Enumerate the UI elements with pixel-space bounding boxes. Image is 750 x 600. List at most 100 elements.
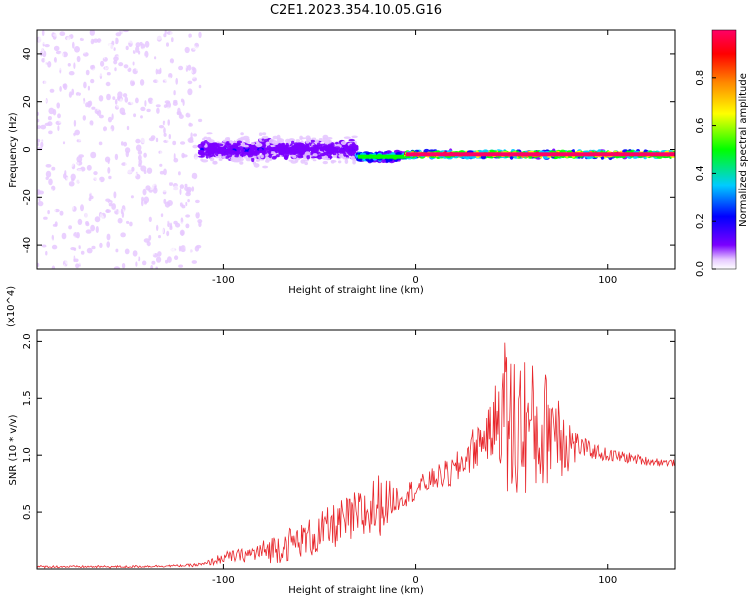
spectrogram-cell xyxy=(114,67,117,72)
spectrogram-cell xyxy=(194,245,200,252)
spectrogram-cell xyxy=(111,260,117,266)
spectrogram-cell xyxy=(41,30,45,36)
spectrogram-cell xyxy=(267,150,272,154)
spectrogram-cell xyxy=(52,143,55,148)
spectrogram-cell xyxy=(111,37,116,42)
spectrogram-cell xyxy=(37,237,43,244)
spectrogram-cell xyxy=(350,146,355,151)
spectrogram-cell xyxy=(180,230,184,236)
spectrogram-cell xyxy=(428,149,435,152)
spectrogram-cell xyxy=(177,125,183,132)
spectrogram-cell xyxy=(107,116,113,123)
spectrogram-cell xyxy=(163,182,167,187)
spectrogram-cell xyxy=(50,61,57,67)
spectrogram-cell xyxy=(198,155,205,158)
spectrogram-cell xyxy=(176,142,180,147)
spectrogram-cell xyxy=(187,72,191,77)
spectrogram-cell xyxy=(146,232,152,236)
spectrogram-cell xyxy=(131,93,138,98)
spectrogram-cell xyxy=(195,207,199,214)
spectrogram-cell xyxy=(129,97,133,104)
spectrogram-cell xyxy=(190,240,194,247)
spectrogram-cell xyxy=(306,155,311,160)
spectrogram-cell xyxy=(293,142,299,147)
spectrogram-cell xyxy=(104,37,110,44)
spectrogram-cell xyxy=(37,201,44,207)
spectrogram-cell xyxy=(42,262,46,268)
spectrogram-cell xyxy=(141,255,146,261)
spectrogram-cell xyxy=(88,197,92,202)
spectrogram-cell xyxy=(37,106,41,110)
spectrogram-cell xyxy=(99,266,104,269)
spectrogram-cell xyxy=(113,217,116,221)
spectrogram-cell xyxy=(208,139,215,144)
spectrogram-cell xyxy=(330,147,335,151)
spectrogram-cell xyxy=(99,200,106,207)
spectrogram-cell xyxy=(85,133,88,138)
spectrogram-cell xyxy=(159,239,164,245)
y-tick-label: 0 xyxy=(22,146,33,152)
spectrogram-cell xyxy=(107,149,113,154)
spectrogram-cell xyxy=(168,134,171,140)
spectrogram-cell xyxy=(167,218,172,222)
spectrogram-cell xyxy=(187,80,193,85)
spectrogram-cell xyxy=(164,30,167,35)
spectrogram-cell xyxy=(61,232,67,240)
spectrogram-cell xyxy=(175,62,178,70)
spectrogram-cell xyxy=(144,173,149,179)
spectrogram-cell xyxy=(187,158,191,163)
spectrogram-cell xyxy=(115,32,122,37)
spectrogram-cell xyxy=(312,144,316,150)
spectrogram-cell xyxy=(63,120,66,125)
spectrogram-cell xyxy=(297,145,303,151)
spectrogram-cell xyxy=(141,199,144,207)
spectrogram-cell xyxy=(245,152,251,156)
spectrogram-cell xyxy=(105,198,111,202)
spectrogram-cell xyxy=(185,106,190,112)
spectrogram-cell xyxy=(320,143,324,146)
spectrogram-cell xyxy=(252,161,256,165)
spectrogram-cell xyxy=(49,137,54,143)
spectrogram-cell xyxy=(322,147,328,150)
spectrogram-cell xyxy=(123,167,129,174)
spectrogram-cell xyxy=(61,39,65,45)
spectrogram-cell xyxy=(94,145,101,151)
spectrogram-cell xyxy=(38,37,42,43)
spectrogram-cell xyxy=(137,34,143,42)
spectrogram-cell xyxy=(234,157,238,162)
spectrogram-cell xyxy=(106,233,111,241)
spectrogram-cell xyxy=(146,133,153,137)
spectrogram-cell xyxy=(192,100,199,106)
spectrogram-cell xyxy=(131,156,137,161)
chart-title: C2E1.2023.354.10.05.G16 xyxy=(270,3,442,18)
spectrogram-cell xyxy=(276,146,282,151)
spectrogram-cell xyxy=(338,160,342,164)
spectrogram-cell xyxy=(96,151,101,156)
spectrogram-cell xyxy=(198,204,202,208)
spectrogram-cell xyxy=(186,263,192,269)
spectrogram-cell xyxy=(78,185,81,189)
spectrogram-cell xyxy=(145,185,151,191)
spectrogram-cell xyxy=(200,141,206,147)
spectrogram-cell xyxy=(170,48,173,54)
spectrogram-cell xyxy=(187,258,191,263)
spectrogram-cell xyxy=(63,264,66,269)
spectrogram-cell xyxy=(137,150,143,155)
spectrogram-cell xyxy=(224,142,231,148)
spectrogram-cell xyxy=(163,198,167,204)
spectrogram-cell xyxy=(135,144,142,152)
spectrogram-cell xyxy=(93,38,99,43)
spectrogram-cell xyxy=(117,217,123,224)
spectrogram-cell xyxy=(116,176,122,182)
spectrogram-cell xyxy=(52,109,57,116)
spectrogram-cell xyxy=(175,41,179,48)
spectrogram-cell xyxy=(48,178,53,186)
spectrogram-cell xyxy=(325,158,331,161)
spectrogram-cell xyxy=(136,60,140,67)
spectrogram-ridge xyxy=(357,154,406,159)
spectrogram-cell xyxy=(382,152,388,155)
spectrogram-cell xyxy=(196,55,200,62)
spectrogram-cell xyxy=(166,42,169,47)
spectrogram-cell xyxy=(216,143,224,147)
spectrogram-cell xyxy=(124,162,127,168)
